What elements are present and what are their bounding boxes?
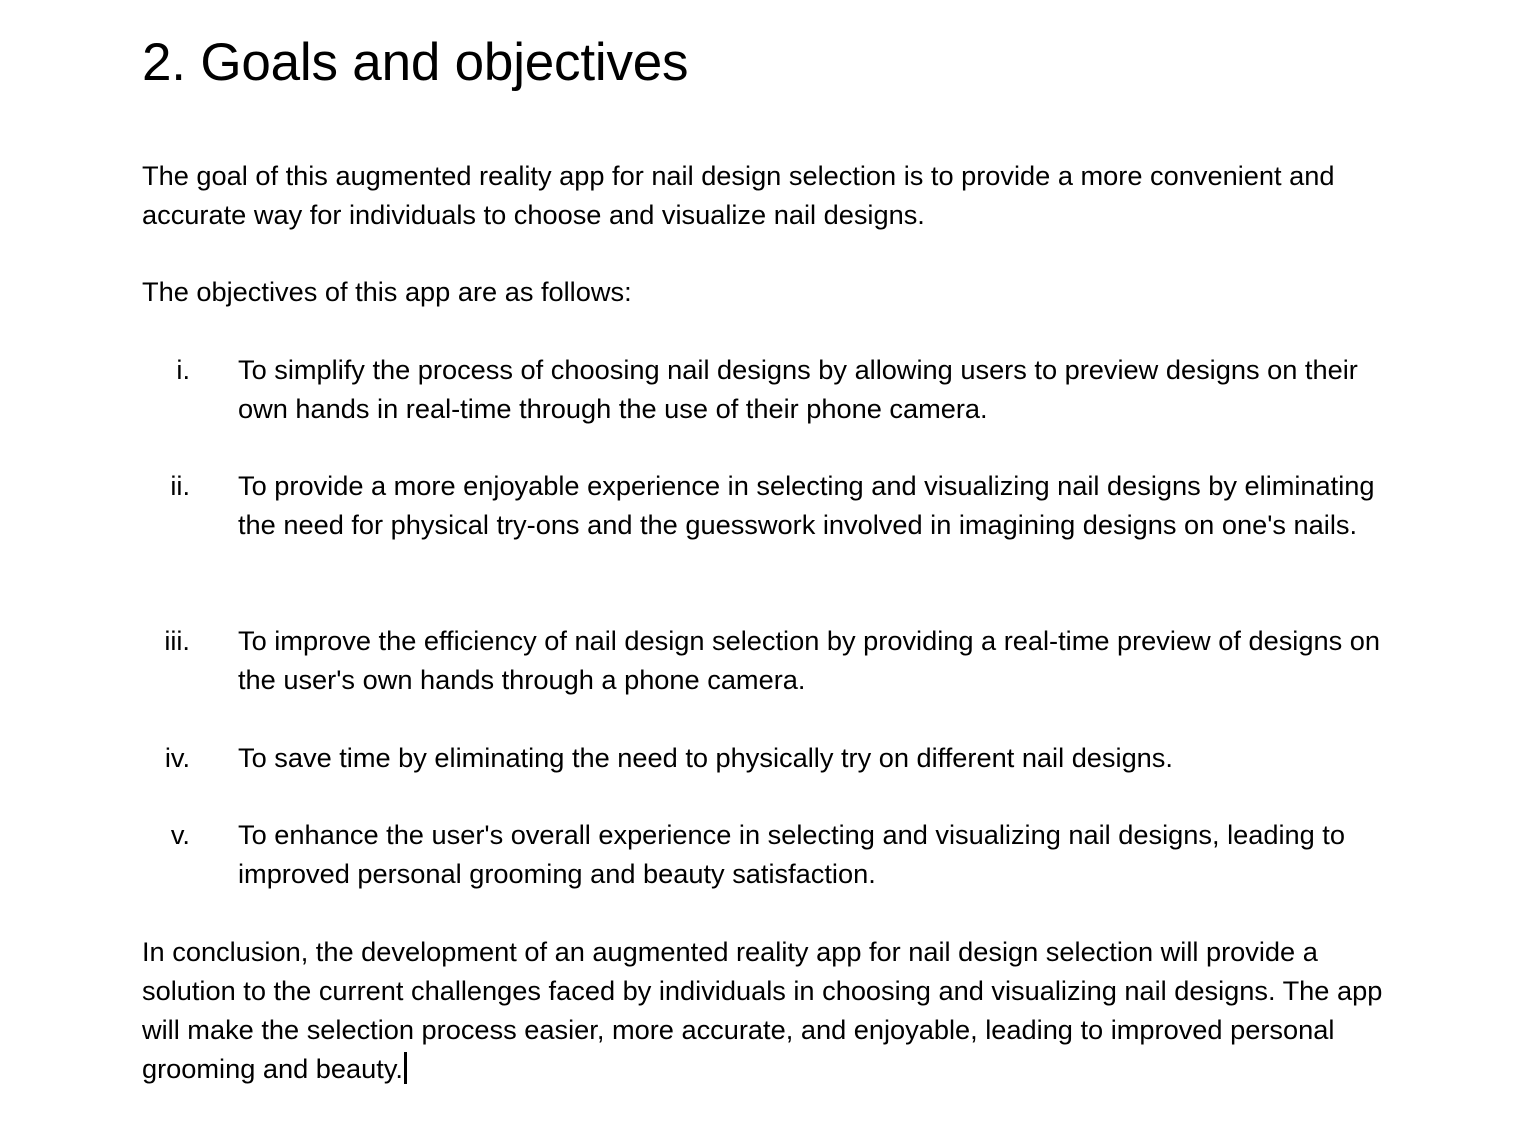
objective-text: To provide a more enjoyable experience i…: [238, 470, 1375, 540]
list-marker: iv.: [164, 742, 190, 773]
list-marker: iii.: [164, 625, 190, 656]
objective-text: To simplify the process of choosing nail…: [238, 354, 1358, 424]
conclusion-text: In conclusion, the development of an aug…: [142, 936, 1383, 1084]
text-cursor: [403, 1052, 407, 1084]
list-marker: v.: [170, 819, 190, 850]
objective-text: To save time by eliminating the need to …: [238, 742, 1173, 773]
objective-text: To improve the efficiency of nail design…: [238, 625, 1380, 695]
objective-text: To enhance the user's overall experience…: [238, 819, 1345, 889]
conclusion-paragraph: In conclusion, the development of an aug…: [142, 932, 1404, 1088]
section-heading: 2. Goals and objectives: [142, 33, 689, 92]
list-marker: ii.: [170, 470, 190, 501]
objectives-intro: The objectives of this app are as follow…: [142, 276, 632, 307]
list-marker: i.: [176, 354, 190, 385]
goal-paragraph: The goal of this augmented reality app f…: [142, 160, 1335, 230]
